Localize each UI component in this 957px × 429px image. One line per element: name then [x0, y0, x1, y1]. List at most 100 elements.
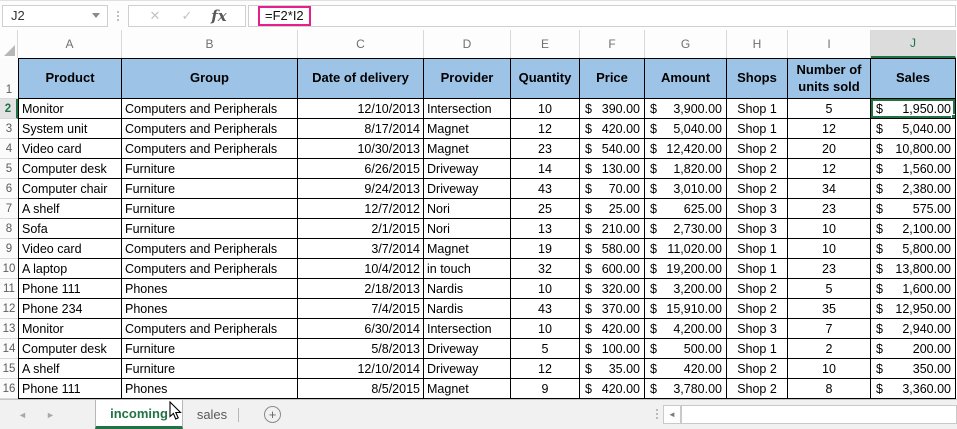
cell[interactable]: 5	[788, 279, 871, 299]
cell[interactable]: 10	[511, 279, 580, 299]
cell[interactable]: 5	[511, 339, 580, 359]
cell[interactable]: $575.00	[871, 199, 956, 219]
cell[interactable]: Intersection	[424, 99, 511, 119]
cell[interactable]: Phones	[122, 379, 298, 399]
cell[interactable]: Shop 2	[727, 179, 788, 199]
header-quantity[interactable]: Quantity	[511, 58, 580, 99]
header-price[interactable]: Price	[580, 58, 645, 99]
header-provider[interactable]: Provider	[424, 58, 511, 99]
cell[interactable]: 34	[788, 179, 871, 199]
cell[interactable]: 23	[788, 259, 871, 279]
cell[interactable]: 13	[511, 219, 580, 239]
cell[interactable]: $2,380.00	[871, 179, 956, 199]
cell[interactable]: $15,910.00	[645, 299, 727, 319]
cell[interactable]: 2/1/2015	[298, 219, 424, 239]
column-header-c[interactable]: C	[298, 30, 424, 58]
cell[interactable]: 8/5/2015	[298, 379, 424, 399]
cell[interactable]: 6/30/2014	[298, 319, 424, 339]
cell[interactable]: $1,820.00	[645, 159, 727, 179]
cell[interactable]: 10/4/2012	[298, 259, 424, 279]
column-header-f[interactable]: F	[580, 30, 645, 58]
cell[interactable]: Computer desk	[18, 339, 122, 359]
cell[interactable]: $100.00	[580, 339, 645, 359]
cell[interactable]: $4,200.00	[645, 319, 727, 339]
cell[interactable]: 7/4/2015	[298, 299, 424, 319]
cell[interactable]: Magnet	[424, 239, 511, 259]
row-header[interactable]: 16	[0, 379, 18, 399]
cell[interactable]: $19,200.00	[645, 259, 727, 279]
cell[interactable]: 10	[788, 219, 871, 239]
cell[interactable]: Computers and Peripherals	[122, 119, 298, 139]
cell[interactable]: 35	[788, 299, 871, 319]
cell[interactable]: Video card	[18, 239, 122, 259]
row-header[interactable]: 6	[0, 179, 18, 199]
cell[interactable]: 12	[511, 119, 580, 139]
row-header[interactable]: 9	[0, 239, 18, 259]
cell[interactable]: Magnet	[424, 119, 511, 139]
cell[interactable]: $70.00	[580, 179, 645, 199]
cell[interactable]: 19	[511, 239, 580, 259]
cell[interactable]: Shop 3	[727, 219, 788, 239]
cell[interactable]: 8/17/2014	[298, 119, 424, 139]
cell[interactable]: 12	[788, 119, 871, 139]
cell[interactable]: Phone 234	[18, 299, 122, 319]
cell[interactable]: $11,020.00	[645, 239, 727, 259]
cell[interactable]: Shop 3	[727, 199, 788, 219]
cell[interactable]: Monitor	[18, 319, 122, 339]
cell[interactable]: 32	[511, 259, 580, 279]
cell[interactable]: $1,600.00	[871, 279, 956, 299]
cell[interactable]: $370.00	[580, 299, 645, 319]
cell[interactable]: $12,420.00	[645, 139, 727, 159]
hscroll-left-icon[interactable]: ◄	[663, 405, 681, 424]
cell[interactable]: 12	[788, 159, 871, 179]
fill-handle[interactable]	[951, 114, 955, 118]
cell[interactable]: 10	[511, 99, 580, 119]
cell[interactable]: $3,780.00	[645, 379, 727, 399]
row-header[interactable]: 2	[0, 99, 18, 119]
cell[interactable]: 2	[788, 339, 871, 359]
cell[interactable]: 10	[511, 319, 580, 339]
cell[interactable]: Phone 111	[18, 279, 122, 299]
cell[interactable]: $5,040.00	[871, 119, 956, 139]
cell[interactable]: Driveway	[424, 179, 511, 199]
column-header-d[interactable]: D	[424, 30, 511, 58]
cell[interactable]: 9	[511, 379, 580, 399]
cell[interactable]: 43	[511, 179, 580, 199]
cell[interactable]: 7	[788, 319, 871, 339]
column-header-g[interactable]: G	[645, 30, 727, 58]
cell[interactable]: 8	[788, 379, 871, 399]
cell[interactable]: 10	[788, 359, 871, 379]
cell[interactable]: 12/10/2014	[298, 359, 424, 379]
cell[interactable]: Computer chair	[18, 179, 122, 199]
cell[interactable]: $3,360.00	[871, 379, 956, 399]
row-header[interactable]: 8	[0, 219, 18, 239]
column-header-b[interactable]: B	[122, 30, 298, 58]
cell[interactable]: Phones	[122, 279, 298, 299]
sheet-nav-right-icon[interactable]: ►	[46, 409, 55, 420]
cell[interactable]: Driveway	[424, 339, 511, 359]
row-header[interactable]: 12	[0, 299, 18, 319]
cell[interactable]: 43	[511, 299, 580, 319]
header-group[interactable]: Group	[122, 58, 298, 99]
cell[interactable]: $3,200.00	[645, 279, 727, 299]
row-header[interactable]: 5	[0, 159, 18, 179]
cell[interactable]: Shop 2	[727, 359, 788, 379]
row-header[interactable]: 7	[0, 199, 18, 219]
cell[interactable]: System unit	[18, 119, 122, 139]
column-header-a[interactable]: A	[18, 30, 122, 58]
cell[interactable]: Furniture	[122, 339, 298, 359]
cell[interactable]: Computers and Peripherals	[122, 139, 298, 159]
cell[interactable]: Intersection	[424, 319, 511, 339]
cell[interactable]: 10	[788, 239, 871, 259]
row-header[interactable]: 13	[0, 319, 18, 339]
enter-icon[interactable]: ✓	[181, 7, 193, 23]
cell[interactable]: Shop 1	[727, 239, 788, 259]
cell[interactable]: Shop 3	[727, 319, 788, 339]
cell[interactable]: $5,040.00	[645, 119, 727, 139]
cell[interactable]: $320.00	[580, 279, 645, 299]
row-header[interactable]: 11	[0, 279, 18, 299]
row-header[interactable]: 10	[0, 259, 18, 279]
cell[interactable]: Shop 2	[727, 279, 788, 299]
cell[interactable]: Nori	[424, 219, 511, 239]
cell[interactable]: 2/18/2013	[298, 279, 424, 299]
